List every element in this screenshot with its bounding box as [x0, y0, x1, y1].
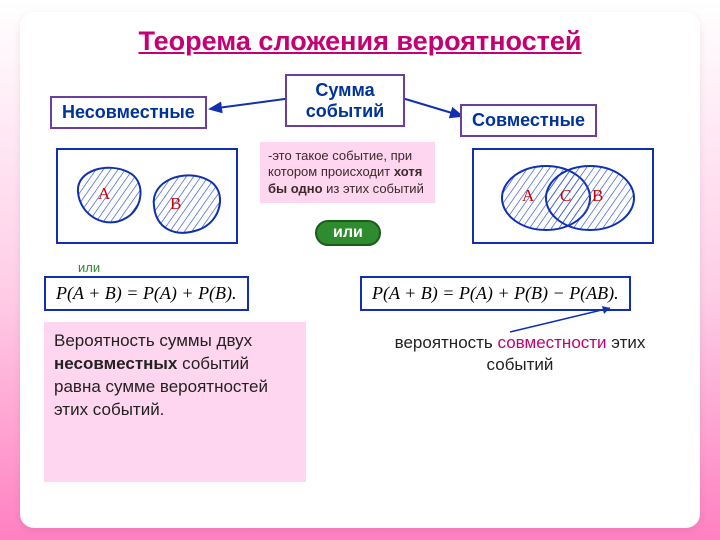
definition-post: из этих событий — [323, 181, 424, 196]
page-title: Теорема сложения вероятностей — [20, 26, 700, 57]
ili-note: или — [78, 260, 100, 275]
formula-incompatible-text: P(A + B) = P(A) + P(B). — [56, 283, 237, 303]
definition-box: -это такое событие, при котором происход… — [260, 142, 435, 203]
or-badge: или — [315, 220, 381, 246]
label-compatible: Совместные — [460, 104, 597, 137]
venn-incompatible-svg — [58, 150, 240, 246]
label-sum-events: Сумма событий — [285, 74, 405, 127]
venn-compatible: А С В — [472, 148, 654, 244]
definition-pre: -это такое событие, при котором происход… — [268, 148, 412, 179]
desc-left-b1: несовместных — [54, 354, 177, 373]
desc-right-t1: вероятность — [395, 333, 498, 352]
slide: Теорема сложения вероятностей Сумма собы… — [20, 12, 700, 528]
label-incompatible: Несовместные — [50, 96, 207, 129]
desc-compatible: вероятность совместности этих событий — [380, 332, 660, 376]
venn-incompatible: А В — [56, 148, 238, 244]
venn-right-C: С — [560, 186, 571, 206]
desc-right-hl: совместности — [498, 333, 607, 352]
venn-left-B: В — [170, 194, 181, 214]
venn-right-B: В — [592, 186, 603, 206]
formula-compatible: P(A + B) = P(A) + P(B) − P(AB). — [360, 276, 631, 311]
desc-incompatible: Вероятность суммы двух несовместных собы… — [44, 322, 306, 482]
formula-compatible-text: P(A + B) = P(A) + P(B) − P(AB). — [372, 283, 619, 303]
venn-left-A: А — [98, 184, 110, 204]
venn-right-A: А — [522, 186, 534, 206]
desc-left-t1: Вероятность суммы двух — [54, 331, 252, 350]
formula-incompatible: P(A + B) = P(A) + P(B). — [44, 276, 249, 311]
